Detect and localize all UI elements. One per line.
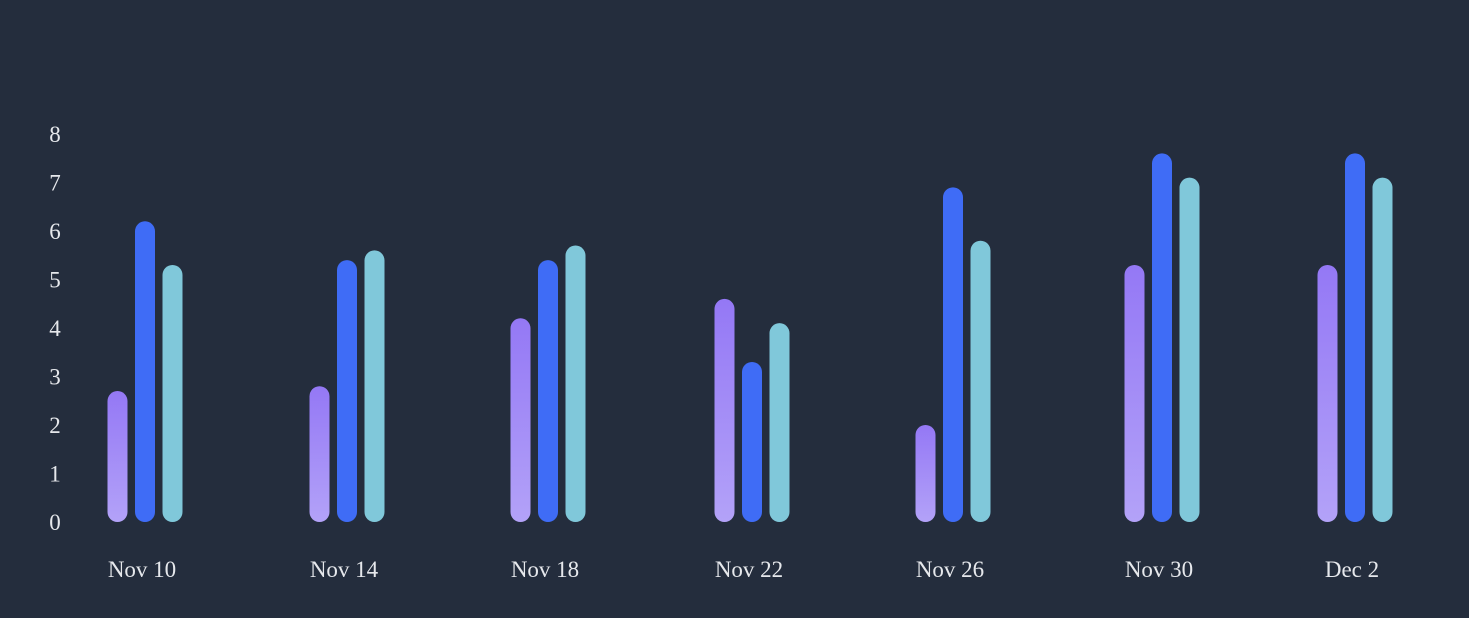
y-tick-label: 6 xyxy=(49,219,61,244)
bar-series-2-nov-26[interactable] xyxy=(943,187,963,522)
bar-series-2-nov-30[interactable] xyxy=(1152,153,1172,522)
bar-series-3-nov-30[interactable] xyxy=(1179,177,1200,522)
bar-series-3-nov-18[interactable] xyxy=(565,245,586,523)
bar-series-3-nov-26[interactable] xyxy=(970,240,991,522)
bar-series-1-dec-2[interactable] xyxy=(1317,264,1338,522)
x-tick-label: Nov 14 xyxy=(310,557,379,582)
y-tick-label: 2 xyxy=(49,413,61,438)
bar-series-1-nov-22[interactable] xyxy=(714,298,735,522)
bar-series-1-nov-18[interactable] xyxy=(510,318,531,522)
bar-series-2-nov-22[interactable] xyxy=(742,361,762,522)
x-axis: Nov 10 Nov 14 Nov 18 Nov 22 Nov 26 Nov 30 Dec … xyxy=(108,557,1379,582)
bar-series-3-nov-22[interactable] xyxy=(769,323,790,522)
y-tick-label: 7 xyxy=(49,171,61,196)
x-tick-label: Nov 18 xyxy=(511,557,579,582)
y-tick-label: 0 xyxy=(49,510,61,535)
bar-series-1-nov-30[interactable] xyxy=(1124,264,1145,522)
bar-series-3-nov-14[interactable] xyxy=(364,250,385,522)
bar-series-1-nov-26[interactable] xyxy=(915,425,936,522)
x-tick-label: Nov 10 xyxy=(108,557,176,582)
bar-series-2-nov-14[interactable] xyxy=(337,260,357,522)
y-tick-label: 5 xyxy=(49,268,61,293)
bar-series-3-nov-10[interactable] xyxy=(162,264,183,522)
bar-series-2-nov-18[interactable] xyxy=(538,260,558,522)
bar-series-1-nov-10[interactable] xyxy=(107,391,128,522)
x-tick-label: Nov 22 xyxy=(715,557,783,582)
bar-series-1-nov-14[interactable] xyxy=(309,386,330,522)
bar-series-3-dec-2[interactable] xyxy=(1372,177,1393,522)
x-tick-label: Nov 26 xyxy=(916,557,984,582)
bar-series-2-dec-2[interactable] xyxy=(1345,153,1365,522)
x-tick-label: Dec 2 xyxy=(1325,557,1379,582)
y-tick-label: 3 xyxy=(49,365,61,390)
y-tick-label: 1 xyxy=(49,462,61,487)
bars-group xyxy=(107,153,1393,523)
y-tick-label: 4 xyxy=(49,316,61,341)
x-tick-label: Nov 30 xyxy=(1125,557,1193,582)
bar-series-2-nov-10[interactable] xyxy=(135,221,155,523)
y-tick-label: 8 xyxy=(49,122,61,147)
y-axis: 0 1 2 3 4 5 6 7 8 xyxy=(49,122,61,535)
